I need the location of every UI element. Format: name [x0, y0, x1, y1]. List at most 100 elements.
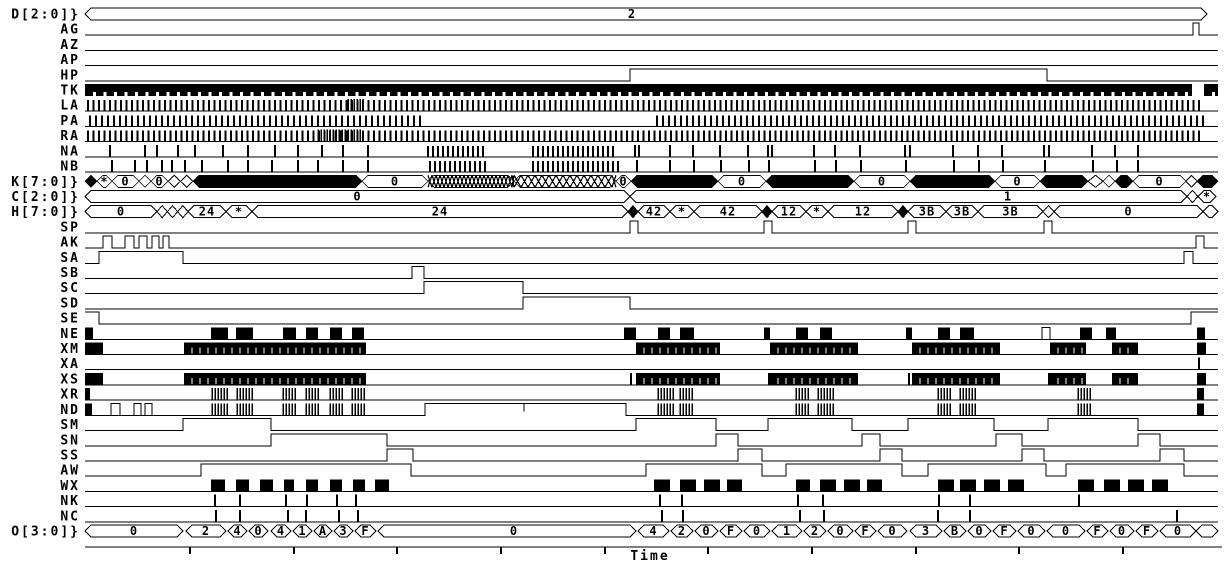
- burst-group: [795, 388, 809, 401]
- signal-label[interactable]: ND: [60, 403, 80, 418]
- wave-line: [85, 463, 1218, 477]
- bus-value: 2: [811, 524, 819, 538]
- burst-group: [236, 403, 253, 416]
- signal-label[interactable]: RA: [60, 129, 80, 144]
- signal-row-NC: NC: [60, 509, 1218, 524]
- signal-label[interactable]: XR: [60, 388, 80, 403]
- burst-group: [795, 403, 809, 416]
- signal-label[interactable]: WX: [60, 479, 80, 494]
- activity-block: [184, 372, 366, 385]
- signal-label[interactable]: SC: [60, 281, 80, 296]
- signal-label[interactable]: HP: [60, 68, 80, 83]
- bus-segment: [313, 524, 333, 538]
- activity-block: [1104, 479, 1120, 492]
- toggle-notch: [177, 92, 180, 97]
- signal-label[interactable]: C[2:0]}: [11, 190, 80, 205]
- tick-group: [429, 161, 486, 173]
- signal-row-XS: XS: [60, 372, 1218, 387]
- toggle-notch: [1017, 92, 1020, 97]
- signal-label[interactable]: XA: [60, 357, 80, 372]
- toggle-notch: [576, 92, 579, 97]
- bus-value: *: [1203, 189, 1211, 203]
- signal-label[interactable]: NB: [60, 160, 80, 175]
- signal-label[interactable]: AZ: [60, 38, 80, 53]
- toggle-notch: [1122, 92, 1125, 97]
- signal-label[interactable]: D[2:0]}: [11, 8, 80, 23]
- activity-block: [844, 479, 860, 492]
- toggle-notch: [418, 92, 422, 97]
- toggle-notch: [103, 92, 107, 97]
- toggle-notch: [1143, 92, 1146, 97]
- signal-label[interactable]: TK: [60, 84, 80, 99]
- signal-label[interactable]: SM: [60, 418, 80, 433]
- signal-label[interactable]: AK: [60, 236, 80, 251]
- signal-label[interactable]: O[3:0]}: [11, 525, 80, 540]
- signal-label[interactable]: AP: [60, 53, 80, 68]
- bus-value: 2: [628, 7, 636, 21]
- activity-block: [1106, 327, 1116, 340]
- signal-label[interactable]: SB: [60, 266, 80, 281]
- activity-block: [624, 327, 636, 340]
- activity-block: [984, 479, 1000, 492]
- activity-block: [306, 479, 318, 492]
- toggle-notch: [754, 92, 758, 97]
- signal-label[interactable]: NE: [60, 327, 80, 342]
- burst-group: [329, 403, 343, 416]
- signal-label[interactable]: AG: [60, 23, 80, 38]
- signal-row-RA: RA: [60, 129, 1218, 144]
- signal-label[interactable]: NC: [60, 509, 80, 524]
- burst-group: [937, 388, 951, 401]
- burst-group: [1077, 403, 1091, 416]
- toggle-notch: [513, 92, 516, 97]
- signal-label[interactable]: K[7:0]}: [11, 175, 80, 190]
- bus-segment: [771, 524, 803, 538]
- bus-value: 42: [720, 205, 736, 219]
- signal-row-SS: SS: [60, 448, 1218, 463]
- signal-label[interactable]: SD: [60, 296, 80, 311]
- activity-block: [820, 479, 836, 492]
- toggle-notch: [922, 92, 926, 97]
- toggle-notch: [124, 92, 128, 97]
- toggle-notch: [796, 92, 800, 97]
- signal-label[interactable]: H[7:0]}: [11, 205, 80, 220]
- toggle-notch: [555, 92, 558, 97]
- activity-block: [680, 479, 696, 492]
- signal-row-AZ: AZ: [60, 38, 1218, 53]
- wave-line: [85, 266, 1218, 280]
- bus-value: 2: [678, 524, 686, 538]
- bus-segment: [765, 174, 855, 188]
- burst-group: [351, 388, 365, 401]
- bus-segment: [877, 524, 908, 538]
- toggle-notch: [355, 92, 359, 97]
- toggle-notch: [912, 92, 915, 97]
- signal-label[interactable]: SN: [60, 433, 80, 448]
- bus-crossover: [177, 204, 189, 219]
- signal-label[interactable]: SA: [60, 251, 80, 266]
- signal-label[interactable]: NK: [60, 494, 80, 509]
- activity-block: [764, 327, 770, 340]
- signal-label[interactable]: SE: [60, 312, 80, 327]
- signal-label[interactable]: LA: [60, 99, 80, 114]
- activity-block: [658, 327, 670, 340]
- bus-crossover: [166, 204, 179, 219]
- signal-label[interactable]: SP: [60, 220, 80, 235]
- toggle-notch: [723, 92, 726, 97]
- signal-label[interactable]: PA: [60, 114, 80, 129]
- signal-row-NE: NE: [60, 327, 1218, 342]
- signal-label[interactable]: SS: [60, 448, 80, 463]
- toggle-notch: [807, 92, 810, 97]
- bus-crossover: [1186, 189, 1199, 204]
- signal-label[interactable]: AW: [60, 464, 80, 479]
- signal-label[interactable]: NA: [60, 144, 80, 159]
- toggle-notch: [775, 92, 779, 97]
- toggle-notch: [1048, 92, 1052, 97]
- signal-row-D[2:0]}: D[2:0]} 2: [11, 7, 1208, 23]
- bus-segment: [84, 174, 98, 188]
- burst-group: [282, 403, 296, 416]
- signal-label[interactable]: XM: [60, 342, 80, 357]
- wave-line: [85, 281, 1218, 295]
- bus-segment: [761, 204, 773, 219]
- signal-label[interactable]: XS: [60, 372, 80, 387]
- toggle-notch: [502, 92, 506, 97]
- toggle-notch: [376, 92, 380, 97]
